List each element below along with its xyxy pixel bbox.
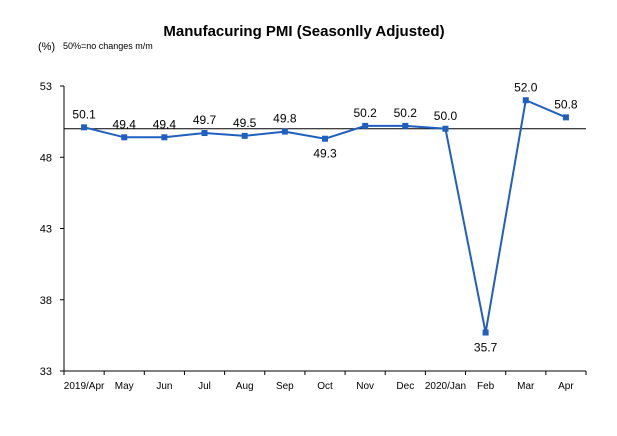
data-point [522,97,529,104]
series-line [83,98,567,333]
note-label: 50%=no changes m/m [63,41,153,51]
x-axis-ticks: 2019/Apr May Jun Jul Aug Sep Oct Nov Dec 2020/Jan… [63,371,587,392]
data-label: 49.8 [273,112,297,126]
x-tick-label: Jun [156,381,172,392]
data-point [201,130,208,137]
data-label: 49.7 [193,113,217,127]
x-tick-label: Dec [396,381,414,392]
data-point [562,114,569,121]
x-tick-label: Feb [477,381,495,392]
data-label: 50.2 [394,106,418,120]
data-label: 49.4 [113,117,137,131]
data-point [161,134,168,141]
data-label: 52.0 [514,80,538,94]
data-label: 49.5 [233,116,257,130]
y-tick-label: 53 [40,81,52,93]
data-label: 50.8 [554,97,578,111]
y-tick-label: 48 [40,152,52,164]
data-point [241,132,248,139]
chart-title: Manufacuring PMI (Seasonlly Adjusted) [163,23,444,40]
data-point [322,135,328,142]
data-point [281,128,288,135]
x-tick-label: 2019/Apr [64,381,105,392]
x-tick-label: Aug [236,381,254,392]
x-tick-label: 2020/Jan [425,381,466,392]
data-label: 50.0 [434,109,458,123]
x-tick-label: Nov [356,381,374,392]
data-label: 49.4 [153,117,177,131]
series-group [81,97,569,336]
data-label: 49.3 [313,147,337,161]
data-label: 50.2 [353,106,377,120]
data-label: 35.7 [474,341,498,355]
axes [63,86,586,372]
data-point [121,134,128,141]
x-tick-label: Jul [198,381,211,392]
y-tick-label: 38 [40,295,52,307]
data-labels: 50.1 49.4 49.4 49.7 49.5 49.8 49.3 50.2 50.2 50.0… [72,80,578,354]
unit-label: (%) [38,41,55,53]
x-tick-label: May [115,381,134,392]
y-axis-ticks: 53 48 43 38 33 [40,81,64,378]
data-point [442,125,449,132]
data-point [402,122,409,129]
y-tick-label: 33 [40,366,52,378]
data-point [81,124,88,131]
x-tick-label: Apr [558,381,574,392]
x-tick-label: Mar [517,381,535,392]
x-tick-label: Sep [276,381,294,392]
data-point [362,122,369,129]
x-tick-label: Oct [317,381,333,392]
y-tick-label: 43 [40,224,52,236]
data-point [482,329,489,336]
data-label: 50.1 [72,107,96,121]
